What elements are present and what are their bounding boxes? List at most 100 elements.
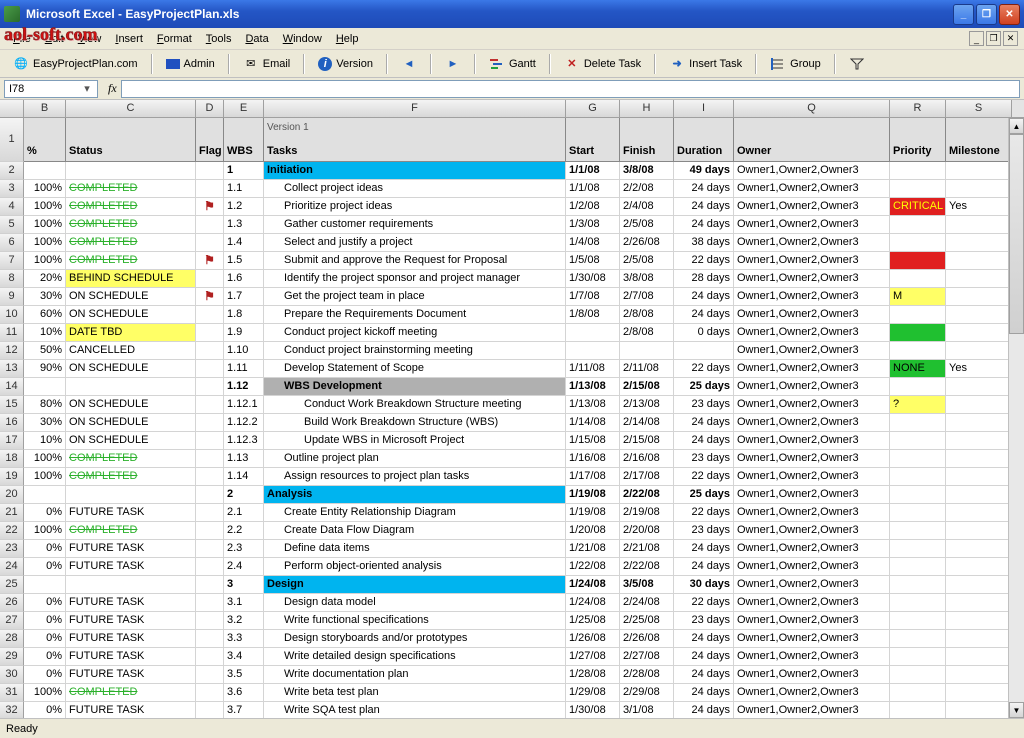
cell[interactable] [196,216,224,234]
cell[interactable]: 0% [24,594,66,612]
cell[interactable] [196,702,224,718]
cell[interactable]: Design storyboards and/or prototypes [264,630,566,648]
cell[interactable]: 24 days [674,540,734,558]
cell[interactable]: Owner1,Owner2,Owner3 [734,162,890,180]
cell[interactable]: 2/17/08 [620,468,674,486]
cell[interactable]: 1/20/08 [566,522,620,540]
cell[interactable]: Owner1,Owner2,Owner3 [734,684,890,702]
cell[interactable]: Update WBS in Microsoft Project [264,432,566,450]
cell[interactable]: FUTURE TASK [66,630,196,648]
cell[interactable]: 1.7 [224,288,264,306]
cell[interactable]: 2 [224,486,264,504]
row-header[interactable]: 25 [0,576,24,594]
cell[interactable] [946,288,1012,306]
cell[interactable]: 3.4 [224,648,264,666]
cell[interactable]: Owner1,Owner2,Owner3 [734,702,890,718]
cell[interactable] [566,342,620,360]
cell[interactable]: 2/24/08 [620,594,674,612]
cell[interactable]: Owner1,Owner2,Owner3 [734,414,890,432]
cell[interactable]: DATE TBD [66,324,196,342]
cell[interactable]: 20% [24,270,66,288]
cell[interactable]: 80% [24,396,66,414]
header-cell-wbs[interactable]: WBS [224,118,264,162]
cell[interactable]: 90% [24,360,66,378]
cell[interactable] [890,684,946,702]
menu-help[interactable]: Help [329,31,366,47]
cell[interactable] [196,180,224,198]
cell[interactable]: Owner1,Owner2,Owner3 [734,486,890,504]
cell[interactable] [196,270,224,288]
cell[interactable] [890,378,946,396]
cell[interactable] [946,378,1012,396]
cell[interactable]: 1/11/08 [566,360,620,378]
version-button[interactable]: i Version [311,53,380,75]
cell[interactable]: ⚑ [196,252,224,270]
cell[interactable] [196,360,224,378]
cell[interactable]: 1 [224,162,264,180]
cell[interactable]: 3/8/08 [620,270,674,288]
header-cell-priority[interactable]: Priority [890,118,946,162]
cell[interactable] [196,396,224,414]
cell[interactable]: FUTURE TASK [66,666,196,684]
cell[interactable]: 1/21/08 [566,540,620,558]
cell[interactable]: Perform object-oriented analysis [264,558,566,576]
cell[interactable]: Owner1,Owner2,Owner3 [734,630,890,648]
cell[interactable]: 3/5/08 [620,576,674,594]
cell[interactable]: 1/5/08 [566,252,620,270]
menu-view[interactable]: View [71,31,109,47]
cell[interactable]: 0 days [674,324,734,342]
cell[interactable]: FUTURE TASK [66,540,196,558]
row-header[interactable]: 28 [0,630,24,648]
cell[interactable]: Conduct project brainstorming meeting [264,342,566,360]
cell[interactable]: 100% [24,216,66,234]
cell[interactable]: 100% [24,684,66,702]
cell[interactable]: 1/3/08 [566,216,620,234]
cell[interactable]: 2.1 [224,504,264,522]
vertical-scrollbar[interactable]: ▲ ▼ [1008,118,1024,718]
cell[interactable]: 2/21/08 [620,540,674,558]
cell[interactable]: 100% [24,450,66,468]
doc-minimize-button[interactable]: _ [969,31,984,46]
row-header[interactable]: 32 [0,702,24,718]
cell[interactable]: Yes [946,198,1012,216]
cell[interactable]: Owner1,Owner2,Owner3 [734,468,890,486]
cell[interactable]: 25 days [674,378,734,396]
cell[interactable]: Build Work Breakdown Structure (WBS) [264,414,566,432]
cell[interactable] [946,594,1012,612]
cell[interactable]: 1/28/08 [566,666,620,684]
row-header[interactable]: 1 [0,118,24,162]
cell[interactable]: 1/14/08 [566,414,620,432]
cell[interactable] [946,234,1012,252]
cell[interactable]: 1.14 [224,468,264,486]
row-header[interactable]: 29 [0,648,24,666]
column-header-C[interactable]: C [66,100,196,117]
cell[interactable]: 100% [24,252,66,270]
cell[interactable]: 2/8/08 [620,324,674,342]
cell[interactable]: Owner1,Owner2,Owner3 [734,594,890,612]
cell[interactable] [196,522,224,540]
cell[interactable]: ON SCHEDULE [66,432,196,450]
row-header[interactable]: 6 [0,234,24,252]
cell[interactable]: ⚑ [196,198,224,216]
column-header-G[interactable]: G [566,100,620,117]
cell[interactable]: Outline project plan [264,450,566,468]
cell[interactable]: Create Data Flow Diagram [264,522,566,540]
cell[interactable]: 2/22/08 [620,486,674,504]
cell[interactable] [890,414,946,432]
cell[interactable]: 1/22/08 [566,558,620,576]
cell[interactable] [946,630,1012,648]
cell[interactable] [890,306,946,324]
cell[interactable]: 1/16/08 [566,450,620,468]
cell[interactable]: 2.3 [224,540,264,558]
cell[interactable]: 3 [224,576,264,594]
cell[interactable]: 2/26/08 [620,630,674,648]
row-header[interactable]: 11 [0,324,24,342]
cell[interactable] [620,342,674,360]
cell[interactable] [66,162,196,180]
header-cell-tasks[interactable]: TasksVersion 1 [264,118,566,162]
cell[interactable]: 2.2 [224,522,264,540]
cell[interactable] [196,630,224,648]
row-header[interactable]: 5 [0,216,24,234]
cell[interactable]: Write detailed design specifications [264,648,566,666]
menu-insert[interactable]: Insert [108,31,150,47]
